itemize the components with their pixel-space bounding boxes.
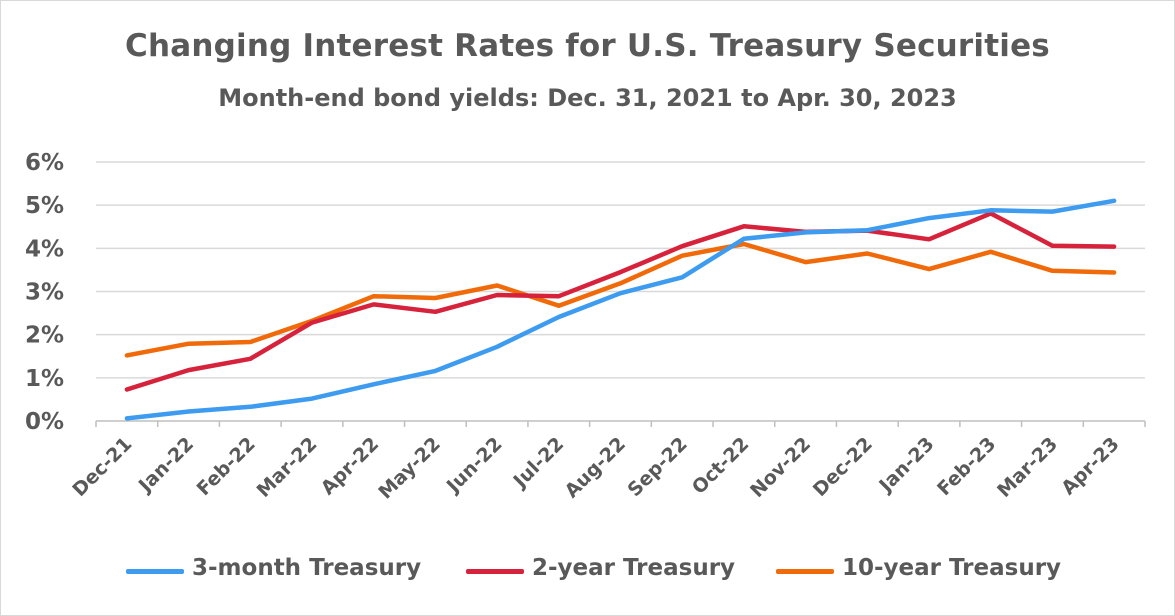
x-tick-label: Nov-22 <box>746 433 815 502</box>
series-line-3-month-treasury <box>124 198 1117 421</box>
y-tick-label: 0% <box>25 409 64 435</box>
y-tick-label: 1% <box>25 366 64 392</box>
y-tick-label: 6% <box>25 150 64 176</box>
legend-label-3-month: 3-month Treasury <box>192 555 422 581</box>
y-tick-label: 2% <box>25 323 64 349</box>
x-tick-label: Jul-22 <box>508 433 568 493</box>
series-line-2-year-treasury <box>124 211 1117 392</box>
chart-title: Changing Interest Rates for U.S. Treasur… <box>125 28 1050 64</box>
legend-label-2-year: 2-year Treasury <box>532 555 736 581</box>
y-tick-label: 4% <box>25 236 64 262</box>
y-tick-label: 5% <box>25 193 64 219</box>
x-tick-label: Jan-22 <box>133 433 198 498</box>
x-tick-label: Jun-22 <box>441 433 506 498</box>
x-tick-label: Mar-23 <box>993 433 1062 502</box>
x-tick-label: Dec-21 <box>68 433 136 501</box>
x-tick-label: Jan-23 <box>874 433 939 498</box>
legend-swatch-3-month <box>126 569 184 574</box>
x-tick-label: Apr-23 <box>1057 433 1123 499</box>
x-tick-label: Aug-22 <box>561 433 630 502</box>
x-tick-label: Sep-22 <box>624 433 692 501</box>
x-tick-label: Mar-22 <box>253 433 322 502</box>
legend-swatch-10-year <box>776 569 834 574</box>
x-tick-label: May-22 <box>374 433 445 504</box>
x-tick-label: Feb-23 <box>933 433 1000 500</box>
legend-label-10-year: 10-year Treasury <box>842 555 1062 581</box>
x-tick-label: Apr-22 <box>317 433 383 499</box>
chart-subtitle: Month-end bond yields: Dec. 31, 2021 to … <box>218 84 957 112</box>
series-line-10-year-treasury <box>124 241 1117 358</box>
y-tick-label: 3% <box>25 280 64 306</box>
x-tick-label: Oct-22 <box>688 433 754 499</box>
x-tick-label: Dec-22 <box>809 433 877 501</box>
legend: 3-month Treasury 2-year Treasury 10-year… <box>0 553 1175 587</box>
x-tick-label: Feb-22 <box>193 433 260 500</box>
legend-swatch-2-year <box>466 569 524 574</box>
